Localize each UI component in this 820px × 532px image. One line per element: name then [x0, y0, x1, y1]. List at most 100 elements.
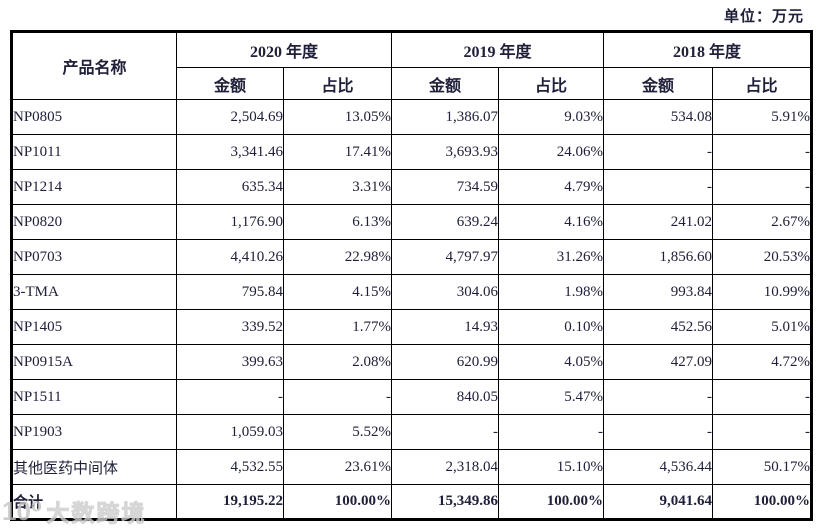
amount-cell: 1,386.07	[391, 99, 500, 135]
amount-cell: 1,059.03	[176, 414, 284, 450]
ratio-cell: 6.13%	[282, 204, 393, 240]
amount-cell: 452.56	[603, 309, 714, 345]
amount-cell: 2,504.69	[176, 99, 284, 135]
unit-label: 单位：万元	[723, 9, 804, 25]
total-label-cell: 合计	[11, 484, 177, 520]
product-name-cell: NP0915A	[11, 344, 177, 380]
total-ratio-cell: 100.00%	[282, 484, 393, 520]
ratio-cell: 13.05%	[282, 99, 393, 135]
amount-cell: -	[176, 379, 284, 415]
amount-cell: 339.52	[176, 309, 284, 345]
ratio-cell: 3.31%	[282, 169, 393, 205]
ratio-cell: 50.17%	[712, 449, 813, 485]
ratio-cell: 24.06%	[498, 134, 605, 170]
amount-cell: 4,536.44	[603, 449, 714, 485]
ratio-cell: -	[282, 379, 393, 415]
ratio-cell: -	[712, 379, 813, 415]
table-row: NP0703 4,410.26 22.98% 4,797.97 31.26% 1…	[11, 239, 813, 275]
table-row: NP1214 635.34 3.31% 734.59 4.79% - -	[11, 169, 813, 205]
ratio-cell: 9.03%	[498, 99, 605, 135]
ratio-cell: 1.98%	[498, 274, 605, 310]
ratio-cell: -	[712, 414, 813, 450]
amount-cell: 427.09	[603, 344, 714, 380]
total-amount-cell: 15,349.86	[391, 484, 500, 520]
table-row: NP0820 1,176.90 6.13% 639.24 4.16% 241.0…	[11, 204, 813, 240]
amount-cell: 734.59	[391, 169, 500, 205]
ratio-cell: 17.41%	[282, 134, 393, 170]
ratio-cell: -	[712, 169, 813, 205]
ratio-cell: 4.16%	[498, 204, 605, 240]
amount-cell: 2,318.04	[391, 449, 500, 485]
amount-cell: -	[603, 169, 714, 205]
ratio-cell: 20.53%	[712, 239, 813, 275]
amount-cell: 399.63	[176, 344, 284, 380]
product-name-cell: NP1011	[11, 134, 177, 170]
ratio-cell: 2.08%	[282, 344, 393, 380]
table-row: NP1011 3,341.46 17.41% 3,693.93 24.06% -…	[11, 134, 813, 170]
amount-cell: 1,176.90	[176, 204, 284, 240]
amount-cell: 534.08	[603, 99, 714, 135]
product-name-cell: 其他医药中间体	[11, 449, 177, 485]
total-row: 合计 19,195.22 100.00% 15,349.86 100.00% 9…	[11, 484, 813, 520]
ratio-cell: 2.67%	[712, 204, 813, 240]
product-name-cell: NP0805	[11, 99, 177, 135]
product-name-cell: NP1214	[11, 169, 177, 205]
amount-cell: 620.99	[391, 344, 500, 380]
amount-cell: 3,341.46	[176, 134, 284, 170]
amount-cell: 14.93	[391, 309, 500, 345]
ratio-cell: 22.98%	[282, 239, 393, 275]
ratio-cell: 5.91%	[712, 99, 813, 135]
ratio-cell: 5.01%	[712, 309, 813, 345]
ratio-cell: 4.79%	[498, 169, 605, 205]
total-amount-cell: 19,195.22	[176, 484, 284, 520]
ratio-cell: 23.61%	[282, 449, 393, 485]
amount-header-2020: 金额	[176, 67, 284, 100]
ratio-cell: 1.77%	[282, 309, 393, 345]
amount-cell: 241.02	[603, 204, 714, 240]
ratio-cell: 15.10%	[498, 449, 605, 485]
year-header-2020: 2020 年度	[175, 31, 393, 68]
table-row: 其他医药中间体 4,532.55 23.61% 2,318.04 15.10% …	[11, 449, 813, 485]
amount-cell: 304.06	[391, 274, 500, 310]
amount-cell: 4,410.26	[176, 239, 284, 275]
table-row: NP0805 2,504.69 13.05% 1,386.07 9.03% 53…	[11, 99, 813, 135]
header-sub-row: 金额 占比 金额 占比 金额 占比	[12, 67, 813, 100]
table-row: NP1903 1,059.03 5.52% - - - -	[11, 414, 813, 450]
amount-cell: -	[603, 414, 714, 450]
amount-cell: 993.84	[603, 274, 714, 310]
ratio-cell: 4.72%	[712, 344, 813, 380]
product-name-cell: 3-TMA	[11, 274, 177, 310]
ratio-cell: 5.52%	[282, 414, 393, 450]
ratio-cell: 31.26%	[498, 239, 605, 275]
ratio-cell: 0.10%	[498, 309, 605, 345]
table-row: NP1511 - - 840.05 5.47% - -	[11, 379, 813, 415]
ratio-cell: 5.47%	[498, 379, 605, 415]
amount-header-2019: 金额	[391, 67, 500, 100]
amount-cell: 840.05	[391, 379, 500, 415]
ratio-cell: -	[498, 414, 605, 450]
header-year-row: 产品名称 2020 年度 2019 年度 2018 年度	[11, 31, 813, 100]
amount-cell: -	[603, 379, 714, 415]
ratio-cell: -	[712, 134, 813, 170]
product-revenue-table: 产品名称 2020 年度 2019 年度 2018 年度 金额 占比 金额 占比…	[10, 30, 814, 521]
amount-cell: 4,532.55	[176, 449, 284, 485]
amount-cell: 4,797.97	[391, 239, 500, 275]
amount-cell: 795.84	[176, 274, 284, 310]
total-ratio-cell: 100.00%	[498, 484, 605, 520]
product-name-header: 产品名称	[11, 31, 177, 100]
ratio-header-2020: 占比	[282, 67, 393, 100]
amount-cell: 639.24	[391, 204, 500, 240]
ratio-cell: 4.05%	[498, 344, 605, 380]
table-row: NP1405 339.52 1.77% 14.93 0.10% 452.56 5…	[11, 309, 813, 345]
total-ratio-cell: 100.00%	[712, 484, 813, 520]
table-row: 3-TMA 795.84 4.15% 304.06 1.98% 993.84 1…	[11, 274, 813, 310]
amount-cell: 3,693.93	[391, 134, 500, 170]
product-name-cell: NP1511	[11, 379, 177, 415]
product-name-cell: NP0820	[11, 204, 177, 240]
amount-cell: -	[603, 134, 714, 170]
product-name-cell: NP1405	[11, 309, 177, 345]
product-name-cell: NP1903	[11, 414, 177, 450]
year-header-2019: 2019 年度	[391, 31, 605, 68]
ratio-cell: 4.15%	[282, 274, 393, 310]
